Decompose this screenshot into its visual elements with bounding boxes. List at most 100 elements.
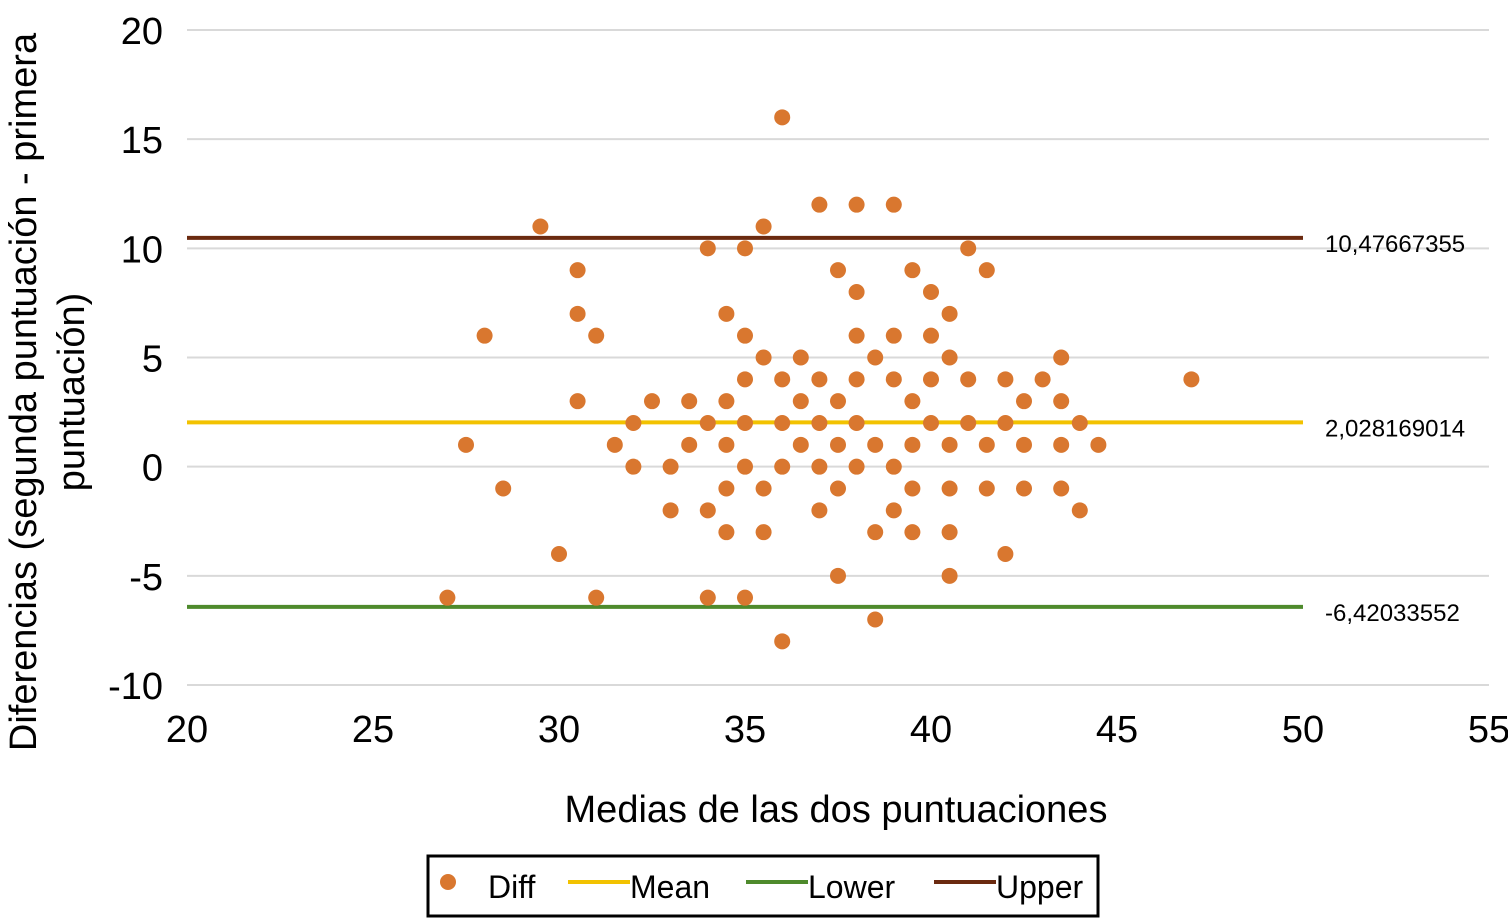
diff-point [1183,371,1200,388]
diff-point [699,240,716,257]
diff-point [848,458,865,475]
diff-point [737,589,753,606]
diff-point [941,436,958,453]
diff-point [941,524,958,541]
legend-label: Mean [630,869,710,905]
diff-point [755,524,772,541]
diff-point [662,458,679,475]
diff-point [1016,480,1032,497]
diff-point [941,480,958,497]
diff-point [941,349,958,366]
diff-point [588,589,605,606]
diff-point [755,349,772,366]
y-tick-label: 5 [142,339,163,381]
diff-point [811,502,828,519]
diff-point [830,436,846,453]
diff-point [774,415,791,431]
y-tick-label: -10 [108,666,163,708]
diff-point [1071,502,1088,519]
diff-point [923,371,939,388]
diff-point [718,305,735,322]
diff-point [848,196,865,213]
diff-point [606,436,623,453]
x-tick-label: 30 [538,709,580,751]
diff-point [923,415,939,431]
diff-point [885,327,902,344]
diff-point [904,436,921,453]
diff-point [941,305,958,322]
diff-point [737,458,753,475]
y-axis-title: Diferencias (segunda puntuación - primer… [3,32,93,751]
gridlines [187,29,1489,686]
legend-marker-diff [440,874,456,890]
diff-point [774,109,791,126]
diff-point [792,349,809,366]
x-tick-label: 40 [910,709,952,751]
diff-point [904,262,921,279]
diff-point [755,218,772,235]
diff-point [737,240,753,257]
lower-value-label: -6,42033552 [1325,600,1460,627]
diff-point [774,371,791,388]
diff-point [699,502,716,519]
diff-point [923,327,939,344]
diff-point [774,458,791,475]
diff-point [867,349,884,366]
diff-point [681,436,698,453]
diff-point [495,480,512,497]
y-axis-title-line: puntuación) [51,293,93,492]
upper-value-label: 10,47667355 [1325,231,1465,258]
diff-point [792,393,809,410]
diff-point [811,415,828,431]
diff-point [997,546,1014,562]
diff-point [569,393,586,410]
diff-point [1053,349,1070,366]
diff-point [699,415,716,431]
y-tick-label: 0 [142,448,163,490]
diff-point [1071,415,1088,431]
diff-point [569,305,586,322]
diff-point [458,436,474,453]
legend: Diff Mean Lower Upper [426,854,1100,918]
diff-point [830,480,846,497]
diff-point [848,415,865,431]
diff-point [588,327,605,344]
diff-point [960,415,977,431]
y-tick-label: -5 [129,557,163,599]
x-tick-label: 55 [1468,709,1508,751]
y-tick-label: 10 [121,229,163,271]
diff-point [867,611,884,628]
y-axis-ticks: 20 15 10 5 0 -5 -10 [108,11,163,708]
legend-label: Lower [808,869,896,905]
diff-point [1034,371,1051,388]
diff-point [830,567,846,584]
diff-point [904,393,921,410]
diff-point [774,633,791,650]
diff-point [476,327,493,344]
legend-frame [426,854,1100,918]
diff-point [644,393,660,410]
x-tick-label: 35 [724,709,766,751]
x-tick-label: 20 [166,709,208,751]
diff-points [439,109,1200,650]
x-tick-label: 45 [1096,709,1138,751]
diff-point [978,480,995,497]
diff-point [848,371,865,388]
diff-point [848,327,865,344]
diff-point [960,240,977,257]
diff-point [625,458,642,475]
diff-point [830,262,846,279]
legend-label: Upper [996,869,1084,905]
diff-point [1016,393,1032,410]
diff-point [718,436,735,453]
diff-point [941,567,958,584]
x-tick-label: 25 [352,709,394,751]
diff-point [532,218,549,235]
diff-point [718,524,735,541]
y-tick-label: 15 [121,120,163,162]
diff-point [569,262,586,279]
diff-point [662,502,679,519]
diff-point [439,589,456,606]
diff-point [699,589,716,606]
diff-point [718,480,735,497]
